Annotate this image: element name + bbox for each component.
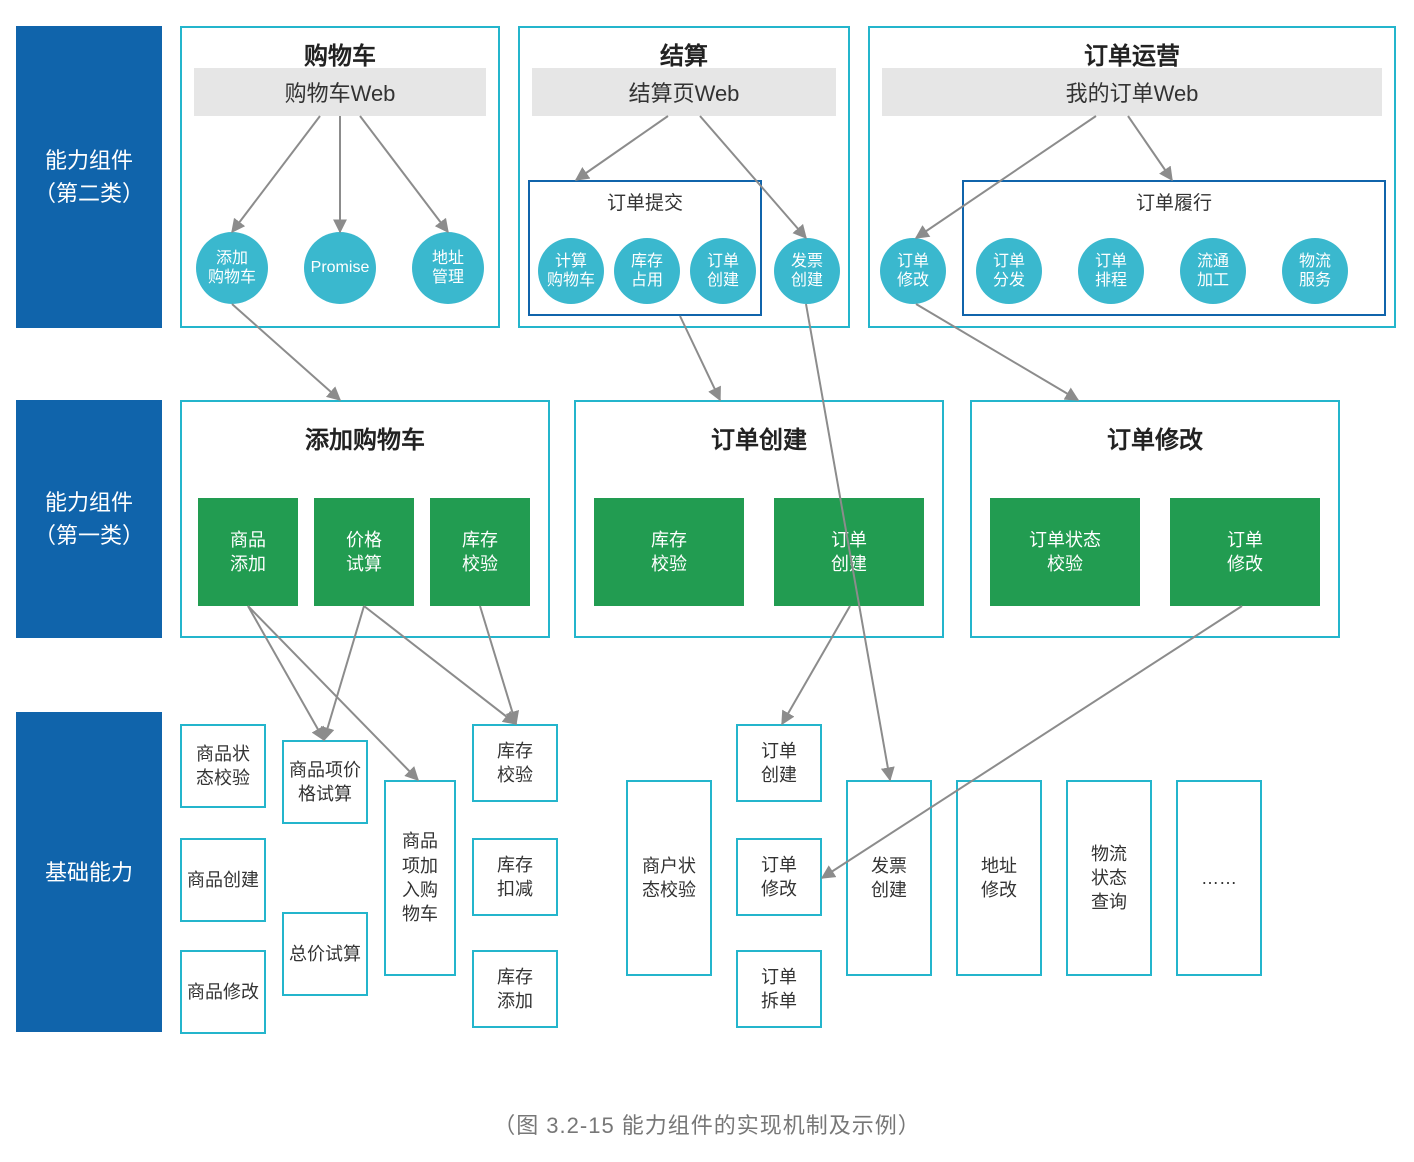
b-addr: 地址修改 bbox=[956, 780, 1042, 976]
b-logistat: 物流状态查询 bbox=[1066, 780, 1152, 976]
b-more: …… bbox=[1176, 780, 1262, 976]
gray-bar: 结算页Web bbox=[532, 68, 836, 116]
g-omodify: 订单修改 bbox=[1170, 498, 1320, 606]
row1: 能力组件（第二类） bbox=[16, 26, 162, 328]
g-ocreate: 订单创建 bbox=[774, 498, 924, 606]
g-stock2: 库存校验 bbox=[594, 498, 744, 606]
c-calc: 计算购物车 bbox=[538, 238, 604, 304]
panel-title: 结算 bbox=[520, 36, 848, 71]
panel-title: 订单修改 bbox=[972, 420, 1338, 455]
b-merch: 商户状态校验 bbox=[626, 780, 712, 976]
b-ocreate: 订单创建 bbox=[736, 724, 822, 802]
gray-bar: 购物车Web bbox=[194, 68, 486, 116]
b-omodify: 订单修改 bbox=[736, 838, 822, 916]
c-logis: 物流服务 bbox=[1282, 238, 1348, 304]
row2: 能力组件（第一类） bbox=[16, 400, 162, 638]
c-circ: 流通加工 bbox=[1180, 238, 1246, 304]
b-osplit: 订单拆单 bbox=[736, 950, 822, 1028]
panel-title: 购物车 bbox=[182, 36, 498, 71]
panel-title: 订单运营 bbox=[870, 36, 1394, 71]
g-stock: 库存校验 bbox=[430, 498, 530, 606]
subgroup-title: 订单提交 bbox=[528, 188, 762, 215]
g-price: 价格试算 bbox=[314, 498, 414, 606]
row3: 基础能力 bbox=[16, 712, 162, 1032]
caption: （图 3.2-15 能力组件的实现机制及示例） bbox=[0, 1108, 1414, 1140]
b-total: 总价试算 bbox=[282, 912, 368, 996]
b-pmodify: 商品修改 bbox=[180, 950, 266, 1034]
b-stockadd: 库存添加 bbox=[472, 950, 558, 1028]
g-ostate: 订单状态校验 bbox=[990, 498, 1140, 606]
subgroup-title: 订单履行 bbox=[962, 188, 1386, 215]
c-ocreate: 订单创建 bbox=[690, 238, 756, 304]
c-invoice: 发票创建 bbox=[774, 238, 840, 304]
c-stock: 库存占用 bbox=[614, 238, 680, 304]
b-addcart: 商品项加入购物车 bbox=[384, 780, 456, 976]
b-stockchk: 库存校验 bbox=[472, 724, 558, 802]
diagram-stage: 能力组件（第二类） 能力组件（第一类） 基础能力 购物车购物车Web 添加购物车 Prom… bbox=[0, 0, 1414, 1162]
c-promise: Promise bbox=[304, 232, 376, 304]
b-pcreate: 商品创建 bbox=[180, 838, 266, 922]
c-addcart: 添加购物车 bbox=[196, 232, 268, 304]
c-address: 地址管理 bbox=[412, 232, 484, 304]
c-omodify: 订单修改 bbox=[880, 238, 946, 304]
c-osched: 订单排程 bbox=[1078, 238, 1144, 304]
g-padd: 商品添加 bbox=[198, 498, 298, 606]
b-invoice: 发票创建 bbox=[846, 780, 932, 976]
gray-bar: 我的订单Web bbox=[882, 68, 1382, 116]
c-odisp: 订单分发 bbox=[976, 238, 1042, 304]
b-stockded: 库存扣减 bbox=[472, 838, 558, 916]
b-pitem: 商品项价格试算 bbox=[282, 740, 368, 824]
b-pstate: 商品状态校验 bbox=[180, 724, 266, 808]
panel-title: 订单创建 bbox=[576, 420, 942, 455]
panel-title: 添加购物车 bbox=[182, 420, 548, 455]
